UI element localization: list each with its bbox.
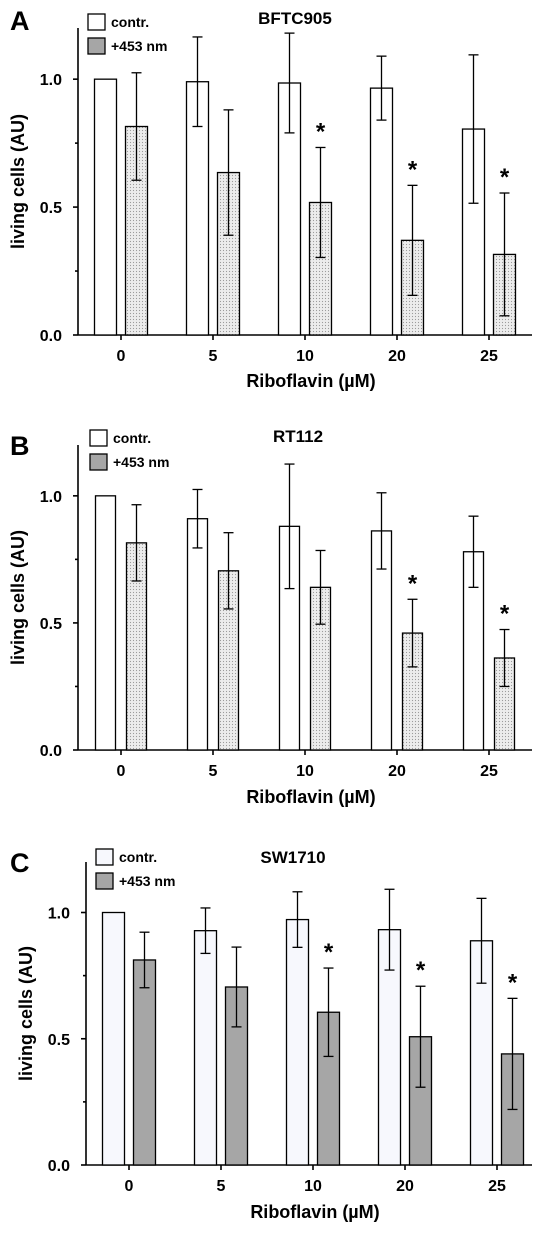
- significance-star: *: [408, 156, 418, 183]
- x-tick-label: 25: [488, 1178, 506, 1195]
- legend-swatch-453nm: [89, 453, 108, 471]
- bar-contr: [369, 87, 394, 336]
- y-tick-label: 0.5: [40, 616, 62, 633]
- panel-letter: B: [10, 431, 30, 461]
- x-tick-label: 25: [480, 763, 498, 780]
- bar-contr: [94, 495, 117, 751]
- chart-title: SW1710: [260, 848, 325, 867]
- significance-star: *: [324, 939, 334, 966]
- significance-star: *: [508, 969, 518, 996]
- legend: contr. +453 nm: [89, 429, 169, 471]
- y-tick-label: 1.0: [40, 72, 62, 89]
- significance-star: *: [408, 570, 418, 597]
- x-axis-label: Riboflavin (µM): [250, 1202, 379, 1222]
- bar-contr: [93, 78, 118, 336]
- y-tick-label: 1.0: [40, 489, 62, 506]
- y-tick-label: 1.0: [48, 906, 70, 923]
- bar-contr: [186, 518, 209, 751]
- legend-swatch-contr: [95, 848, 114, 866]
- significance-star: *: [500, 164, 510, 191]
- y-tick-label: 0.5: [40, 200, 62, 217]
- legend-label-contr: contr.: [113, 430, 151, 446]
- significance-star: *: [416, 957, 426, 984]
- x-tick-label: 5: [209, 348, 218, 365]
- x-tick-label: 10: [296, 348, 314, 365]
- bar-453nm: [132, 959, 157, 1166]
- y-tick-label: 0.0: [40, 328, 62, 345]
- x-tick-label: 10: [304, 1178, 322, 1195]
- x-tick-label: 20: [396, 1178, 414, 1195]
- significance-star: *: [500, 601, 510, 628]
- panel-letter: A: [10, 6, 30, 36]
- x-tick-label: 20: [388, 763, 406, 780]
- y-tick-label: 0.0: [48, 1158, 70, 1175]
- y-axis-label: living cells (AU): [16, 946, 36, 1081]
- legend-swatch-453nm: [95, 872, 114, 890]
- y-tick-label: 0.0: [40, 743, 62, 760]
- bar-contr: [285, 918, 310, 1166]
- x-tick-label: 25: [480, 348, 498, 365]
- x-tick-label: 10: [296, 763, 314, 780]
- chart-panel-a: A BFTC905 0.0 0.5 1.0 0 5 10 * 20 * 25 * Riboflavin (…: [8, 6, 532, 391]
- bar-contr: [193, 930, 218, 1166]
- x-tick-label: 20: [388, 348, 406, 365]
- legend-label-453nm: +453 nm: [111, 38, 167, 54]
- x-tick-label: 0: [117, 763, 126, 780]
- chart-panel-b: B RT112 0.0 0.5 1.0 0 5 10 20 * 25 * Riboflavin (µM)…: [8, 427, 532, 807]
- legend-label-contr: contr.: [119, 849, 157, 865]
- x-tick-label: 0: [125, 1178, 134, 1195]
- panel-letter: C: [10, 848, 30, 878]
- x-axis-label: Riboflavin (µM): [246, 371, 375, 391]
- chart-panel-c: C SW1710 0.0 0.5 1.0 0 5 10 * 20 * 25 * Riboflavin (µ…: [10, 848, 532, 1222]
- legend-swatch-contr: [87, 13, 106, 31]
- y-tick-label: 0.5: [48, 1032, 70, 1049]
- legend: contr. +453 nm: [87, 13, 167, 55]
- chart-title: BFTC905: [258, 9, 332, 28]
- significance-star: *: [316, 118, 326, 145]
- x-tick-label: 0: [117, 348, 126, 365]
- legend-swatch-453nm: [87, 37, 106, 55]
- x-tick-label: 5: [209, 763, 218, 780]
- legend-label-453nm: +453 nm: [113, 454, 169, 470]
- chart-title: RT112: [273, 427, 323, 446]
- y-axis-label: living cells (AU): [8, 114, 28, 249]
- legend-label-contr: contr.: [111, 14, 149, 30]
- legend-swatch-contr: [89, 429, 108, 447]
- legend: contr. +453 nm: [95, 848, 175, 890]
- y-axis-label: living cells (AU): [8, 530, 28, 665]
- x-axis-label: Riboflavin (µM): [246, 787, 375, 807]
- x-tick-label: 5: [217, 1178, 226, 1195]
- legend-label-453nm: +453 nm: [119, 873, 175, 889]
- bar-contr: [101, 911, 126, 1166]
